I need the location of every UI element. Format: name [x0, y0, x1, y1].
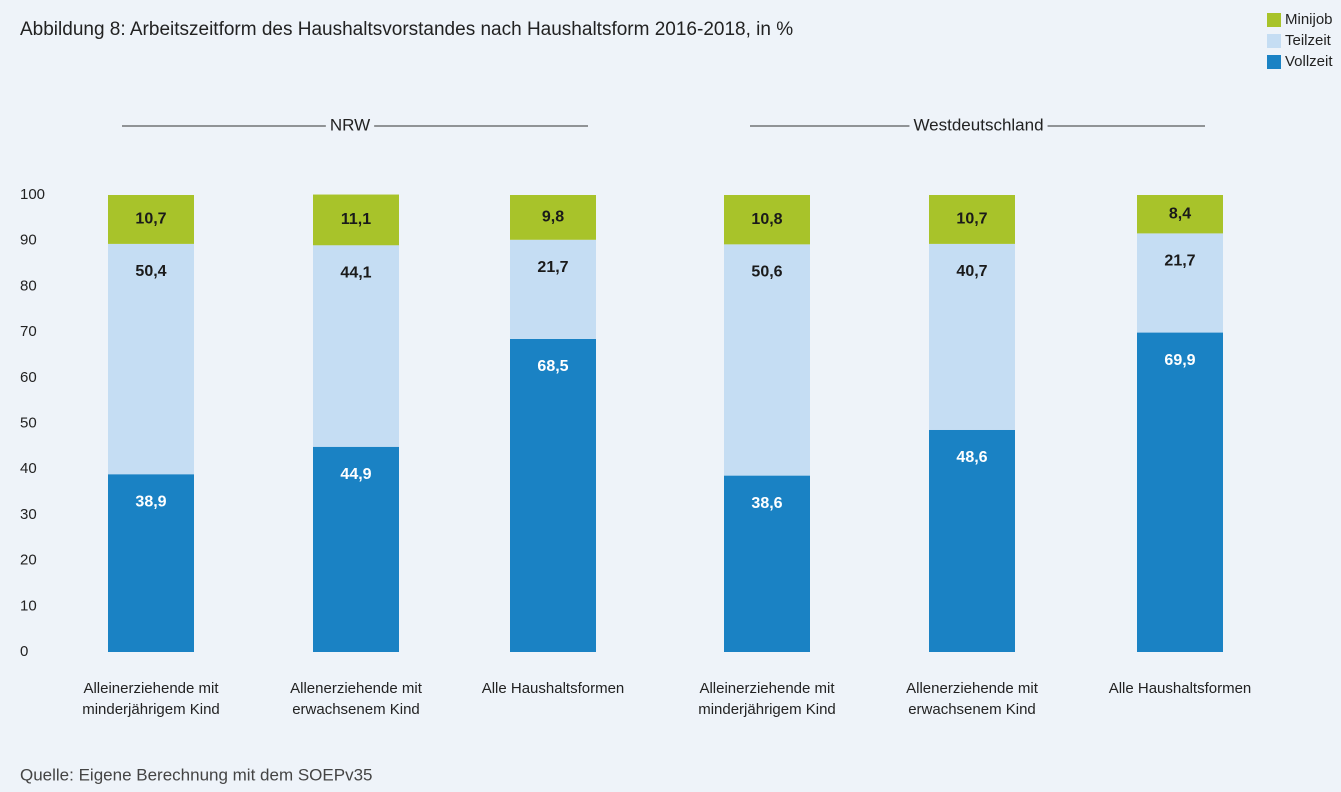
- x-tick-label: Alleinerziehende mit minderjährigem Kind: [698, 680, 836, 718]
- y-tick-label: 0: [20, 643, 28, 660]
- bar-segment: [724, 475, 810, 652]
- bar-segment: [929, 429, 1015, 652]
- y-tick-label: 40: [20, 460, 37, 477]
- bar-segment: [1137, 332, 1223, 652]
- legend-label: Minijob: [1285, 11, 1333, 28]
- value-label: 38,9: [135, 493, 166, 510]
- y-tick-label: 70: [20, 323, 37, 340]
- group-label: Westdeutschland: [913, 115, 1043, 134]
- legend-swatch: [1267, 55, 1281, 69]
- x-tick-label: Allenerziehende mit erwachsenem Kind: [906, 680, 1038, 718]
- value-label: 48,6: [956, 449, 987, 466]
- value-label: 50,6: [751, 264, 782, 281]
- chart-title: Abbildung 8: Arbeitszeitform des Haushal…: [20, 19, 793, 40]
- y-tick-label: 30: [20, 506, 37, 523]
- bar-segment: [929, 195, 1015, 244]
- y-tick-label: 20: [20, 552, 37, 569]
- value-label: 10,7: [956, 211, 987, 228]
- value-label: 11,1: [341, 211, 371, 228]
- bar-segment: [724, 195, 810, 245]
- bar-segment: [1137, 195, 1223, 234]
- group-label: NRW: [330, 115, 370, 134]
- value-label: 9,8: [542, 209, 564, 226]
- x-tick-label: Alleinerziehende mit minderjährigem Kind: [82, 680, 220, 718]
- x-tick-label: Allenerziehende mit erwachsenem Kind: [290, 680, 422, 718]
- bar-segment: [510, 338, 596, 652]
- bar-segment: [108, 243, 194, 475]
- x-tick-label: Alle Haushaltsformen: [481, 680, 625, 697]
- value-label: 40,7: [956, 263, 987, 280]
- value-label: 8,4: [1169, 205, 1191, 222]
- value-label: 38,6: [751, 495, 782, 512]
- value-label: 68,5: [537, 358, 568, 375]
- value-label: 50,4: [135, 263, 166, 280]
- value-label: 10,8: [751, 211, 782, 228]
- legend-label: Teilzeit: [1285, 32, 1332, 49]
- legend-swatch: [1267, 13, 1281, 27]
- value-label: 44,1: [340, 264, 371, 281]
- bar-segment: [510, 195, 596, 240]
- bar-segment: [313, 245, 399, 447]
- bar-segment: [313, 194, 399, 246]
- bar-segment: [724, 244, 810, 476]
- value-label: 10,7: [135, 211, 166, 228]
- x-tick-label: Alle Haushaltsformen: [1108, 680, 1252, 697]
- value-label: 21,7: [537, 259, 568, 276]
- y-tick-label: 50: [20, 414, 37, 431]
- legend-label: Vollzeit: [1285, 53, 1333, 70]
- y-tick-label: 100: [20, 186, 45, 203]
- bar-segment: [510, 239, 596, 339]
- value-label: 44,9: [340, 466, 371, 483]
- bar-segment: [108, 474, 194, 652]
- y-tick-label: 10: [20, 597, 37, 614]
- value-label: 21,7: [1164, 253, 1195, 270]
- y-tick-label: 90: [20, 232, 37, 249]
- y-tick-label: 60: [20, 369, 37, 386]
- bar-segment: [108, 195, 194, 244]
- y-tick-label: 80: [20, 277, 37, 294]
- source-note: Quelle: Eigene Berechnung mit dem SOEPv3…: [20, 765, 372, 784]
- bar-segment: [1137, 233, 1223, 333]
- legend-swatch: [1267, 34, 1281, 48]
- value-label: 69,9: [1164, 352, 1195, 369]
- bar-segment: [313, 446, 399, 652]
- bar-segment: [929, 243, 1015, 430]
